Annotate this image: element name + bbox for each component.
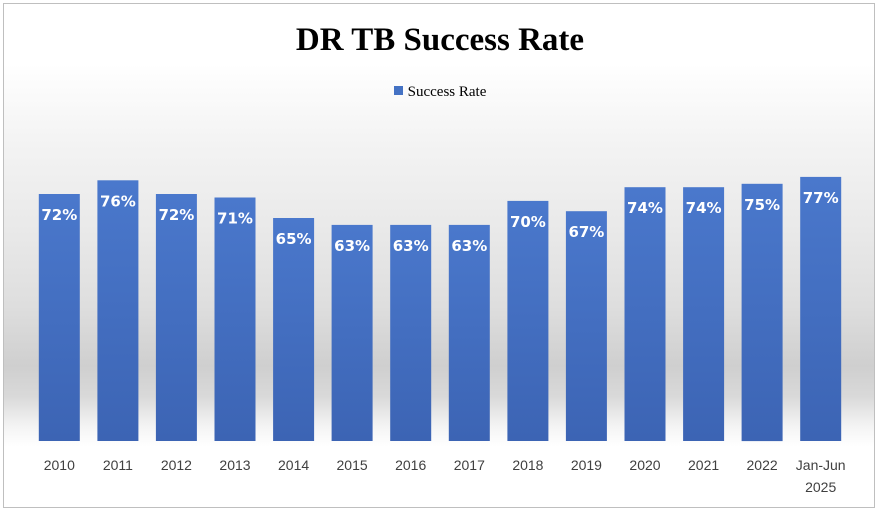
bar-value-label: 74% — [627, 199, 663, 217]
x-tick-label: 2017 — [454, 457, 485, 473]
x-tick-label: 2013 — [219, 457, 250, 473]
x-tick-label: 2016 — [395, 457, 426, 473]
bar-value-label: 63% — [393, 237, 429, 255]
bar-2 — [155, 194, 197, 441]
bar-4 — [273, 218, 315, 441]
x-tick-label: 2012 — [161, 457, 192, 473]
bar-10 — [624, 187, 666, 441]
bar-3 — [214, 197, 256, 441]
x-tick-label: 2018 — [512, 457, 543, 473]
bar-value-label: 63% — [334, 237, 370, 255]
bar-0 — [38, 194, 80, 441]
bar-7 — [448, 224, 490, 441]
legend-swatch — [393, 86, 403, 95]
x-tick-label: Jan-Jun 2025 — [796, 457, 846, 495]
bar-value-label: 67% — [568, 223, 604, 241]
bar-8 — [507, 200, 549, 441]
bar-12 — [741, 183, 783, 442]
x-tick-label: 2015 — [337, 457, 368, 473]
chart-frame — [3, 3, 875, 508]
bar-value-label: 76% — [100, 192, 136, 210]
x-tick-label: 2014 — [278, 457, 309, 473]
legend-label: Success Rate — [407, 84, 487, 100]
x-tick-label: 2010 — [44, 457, 75, 473]
bar-value-label: 77% — [803, 189, 839, 207]
x-tick-label: 2021 — [688, 457, 719, 473]
bar-6 — [390, 224, 432, 441]
bar-value-label: 74% — [686, 199, 722, 217]
bar-9 — [565, 211, 607, 441]
chart-title: DR TB Success Rate — [295, 22, 585, 58]
legend: Success Rate — [0, 84, 880, 101]
bar-value-label: 70% — [510, 213, 546, 231]
bar-value-label: 65% — [276, 230, 312, 248]
bar-13 — [800, 176, 842, 441]
x-tick-label: 2011 — [103, 457, 133, 473]
bar-value-label: 71% — [217, 210, 253, 228]
bar-value-label: 72% — [41, 206, 77, 224]
bar-1 — [97, 180, 139, 442]
x-tick-label: 2022 — [747, 457, 778, 473]
x-tick-label: 2020 — [629, 457, 660, 473]
bar-5 — [331, 224, 373, 441]
bar-value-label: 72% — [158, 206, 194, 224]
bar-value-label: 75% — [744, 196, 780, 214]
x-tick-label: 2019 — [571, 457, 602, 473]
bar-value-label: 63% — [451, 237, 487, 255]
bar-11 — [683, 187, 725, 441]
